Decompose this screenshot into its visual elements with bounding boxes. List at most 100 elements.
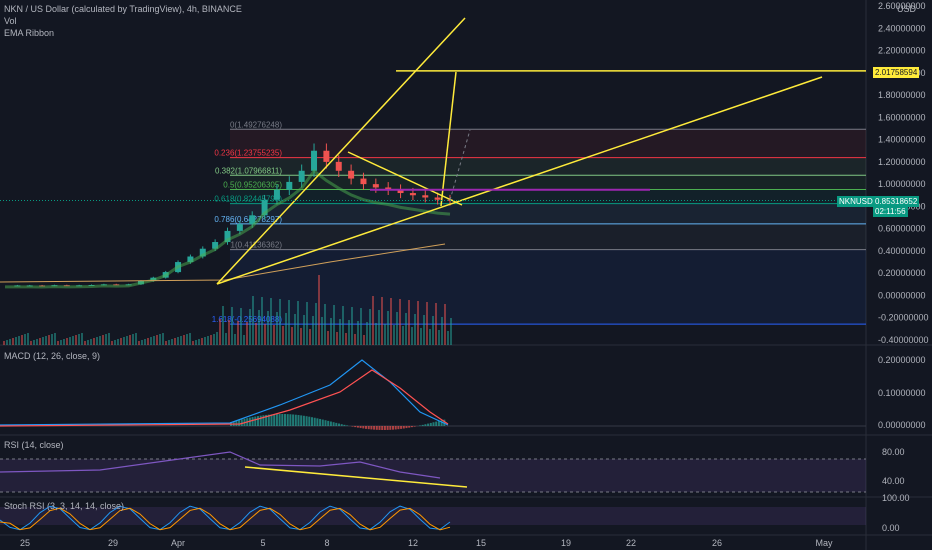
price-tick: 0.40000000 [878, 246, 926, 256]
x-tick: 8 [324, 538, 329, 548]
candle-body [385, 187, 392, 190]
volume-bar [312, 316, 314, 345]
volume-bar [315, 303, 317, 345]
volume-bar [306, 302, 308, 345]
macd-histogram-bar [427, 423, 430, 426]
volume-bar [255, 323, 257, 345]
volume-bar [192, 341, 194, 345]
macd-histogram-bar [413, 426, 416, 427]
volume-bar [357, 321, 359, 345]
volume-bar [96, 337, 98, 345]
candle-body [298, 170, 305, 182]
volume-bar [90, 339, 92, 345]
price-tick: 0.00000000 [878, 290, 926, 300]
volume-bar [144, 339, 146, 345]
macd-histogram-bar [311, 417, 313, 426]
volume-bar [339, 319, 341, 345]
macd-tick: 0.00000000 [878, 420, 926, 430]
macd-histogram-bar [238, 420, 241, 426]
macd-histogram-bar [316, 418, 319, 426]
volume-bar [201, 338, 203, 345]
volume-bar [378, 310, 380, 345]
volume-bar [294, 314, 296, 345]
fib-label: 0.618(0.82445798) [214, 195, 282, 204]
volume-bar [393, 325, 395, 345]
trend-line [216, 17, 466, 285]
currency-label: USD [897, 4, 917, 14]
volume-bar [102, 335, 104, 345]
candle-body [286, 181, 293, 190]
macd-histogram-bar [432, 422, 435, 426]
macd-histogram-bar [338, 423, 340, 426]
volume-bar [75, 335, 77, 345]
ema-label: EMA Ribbon [4, 28, 55, 38]
volume-bar [81, 333, 83, 345]
volume-bar [126, 336, 128, 345]
volume-bar [237, 321, 239, 345]
volume-bar [318, 275, 320, 345]
volume-bar [162, 333, 164, 345]
long-ema [0, 243, 446, 283]
macd-histogram-bar [275, 414, 278, 426]
candle-body [335, 161, 342, 171]
candle-body [434, 197, 441, 200]
macd-histogram-bar [292, 414, 295, 426]
rsi-title: RSI (14, close) [4, 440, 64, 450]
volume-bar [267, 311, 269, 345]
x-tick: 19 [561, 538, 571, 548]
candle-body [409, 193, 416, 196]
volume-bar [264, 324, 266, 345]
macd-histogram-bar [308, 416, 311, 426]
candle-body [249, 215, 256, 225]
volume-bar [390, 298, 392, 345]
volume-bar [93, 338, 95, 345]
macd-histogram-bar [424, 424, 427, 426]
volume-bar [345, 333, 347, 345]
price-tick: -0.40000000 [878, 335, 929, 345]
rsi-tick: 40.00 [882, 476, 905, 486]
x-tick: 26 [712, 538, 722, 548]
macd-histogram-bar [429, 422, 432, 426]
volume-bar [33, 340, 35, 345]
candle-body [212, 242, 219, 249]
volume-bar [9, 339, 11, 345]
candle-body [422, 195, 429, 198]
volume-bar [204, 337, 206, 345]
macd-histogram-bar [365, 426, 367, 429]
volume-bar [66, 338, 68, 345]
price-tick: 0.20000000 [878, 268, 926, 278]
volume-bar [36, 339, 38, 345]
volume-bar [414, 314, 416, 345]
macd-histogram-bar [408, 426, 411, 428]
volume-bar [297, 301, 299, 345]
fib-label: 0.236(1.23755235) [214, 149, 282, 158]
volume-bar [435, 303, 437, 345]
macd-histogram-bar [437, 420, 440, 426]
candle-body [397, 189, 404, 194]
volume-bar [300, 328, 302, 345]
volume-bar [132, 334, 134, 345]
volume-bar [48, 335, 50, 345]
volume-bar [228, 320, 230, 345]
x-tick: 12 [408, 538, 418, 548]
volume-bar [444, 304, 446, 345]
volume-bar [333, 305, 335, 345]
macd-histogram-bar [300, 415, 303, 426]
volume-bar [54, 333, 56, 345]
volume-bar [447, 331, 449, 345]
volume-bar [165, 341, 167, 345]
candle-body [323, 150, 330, 162]
volume-bar [450, 318, 452, 345]
volume-bar [180, 336, 182, 345]
volume-bar [18, 336, 20, 345]
volume-bar [51, 334, 53, 345]
macd-histogram-bar [392, 426, 394, 430]
volume-bar [225, 333, 227, 345]
macd-histogram-bar [400, 426, 403, 429]
fib-label: 1(0.41136362) [231, 241, 283, 250]
ema-ribbon [5, 168, 451, 289]
price-tick: -0.20000000 [878, 313, 929, 323]
trend-line [440, 71, 457, 207]
macd-histogram-bar [286, 414, 289, 426]
